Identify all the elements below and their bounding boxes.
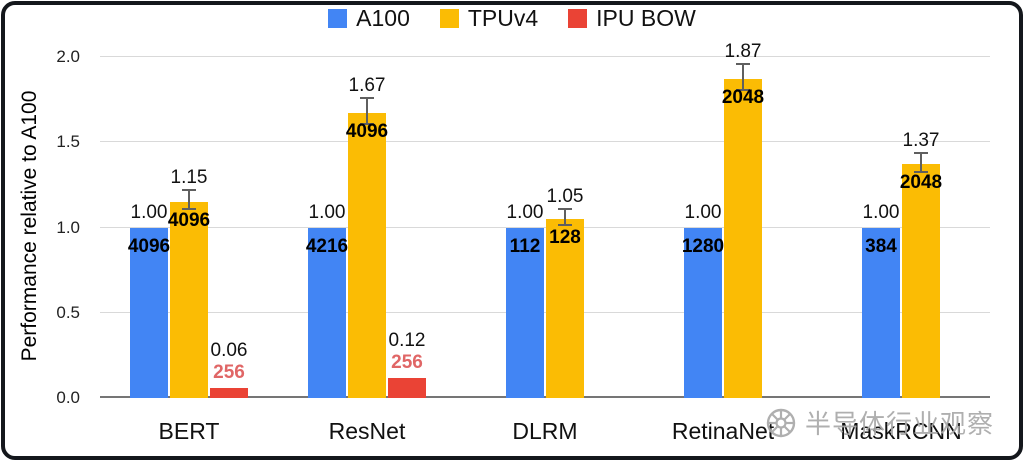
bar-tpuv4-maskrcnn: [902, 164, 940, 398]
watermark-text: 半导体行业观察: [804, 409, 994, 439]
count-label-a100-dlrm: 112: [509, 235, 541, 257]
gridline-1.0: [100, 226, 990, 228]
count-label-tpuv4-resnet: 4096: [345, 121, 389, 143]
value-label-a100-maskrcnn: 1.00: [862, 201, 900, 223]
bar-a100-retinanet: [684, 227, 722, 398]
legend-swatch-tpuv4: [439, 9, 459, 28]
bar-a100-dlrm: [506, 227, 544, 398]
gridline-2.0: [100, 56, 990, 57]
bars-layer: 1.00 4096 1.15 4096 0.06 256 1.00 4216 1.67 4096 0…: [100, 41, 990, 398]
y-axis-tick-labels: 0.0 0.5 1.0 1.5 2.0: [0, 47, 92, 407]
count-label-a100-resnet: 4216: [305, 235, 349, 257]
value-label-a100-bert: 1.00: [130, 201, 168, 223]
value-label-ipu-bow-resnet: 0.12: [388, 329, 426, 351]
count-label-a100-maskrcnn: 384: [865, 235, 897, 257]
legend-label-ipu-bow: IPU BOW: [596, 5, 696, 31]
value-label-tpuv4-retinanet: 1.87: [724, 41, 762, 63]
chart-legend: A100 TPUv4 IPU BOW: [0, 5, 1024, 32]
bar-tpuv4-retinanet: [724, 79, 762, 398]
value-label-tpuv4-bert: 1.15: [170, 167, 208, 189]
count-label-a100-bert: 4096: [127, 235, 171, 257]
count-label-ipu-bow-bert: 256: [213, 361, 245, 383]
value-label-a100-resnet: 1.00: [308, 201, 346, 223]
legend-swatch-a100: [328, 9, 348, 28]
y-tick-label-2.0: 2.0: [56, 47, 80, 66]
y-tick-label-0.5: 0.5: [56, 302, 80, 322]
count-label-tpuv4-maskrcnn: 2048: [899, 172, 943, 194]
gridline-1.5: [100, 141, 990, 143]
bar-group-resnet: 1.00 4216 1.67 4096 0.12 256: [278, 57, 456, 398]
bar-slot-a100-dlrm: 1.00 112: [506, 57, 544, 398]
count-label-ipu-bow-resnet: 256: [391, 351, 423, 373]
bar-group-retinanet: 1.00 1280 1.87 2048: [634, 41, 812, 398]
bar-tpuv4-bert: [170, 201, 208, 398]
bar-tpuv4-resnet: [348, 113, 386, 398]
x-axis-label-bert: BERT: [158, 418, 220, 444]
bar-group-maskrcnn: 1.00 384 1.37 2048: [812, 57, 990, 398]
value-label-tpuv4-maskrcnn: 1.37: [902, 129, 940, 151]
compass-wheel-icon: [765, 407, 797, 439]
value-label-a100-retinanet: 1.00: [684, 201, 722, 223]
x-axis-label-resnet: ResNet: [328, 418, 406, 444]
y-tick-label-1.0: 1.0: [56, 217, 80, 237]
error-bar-tpuv4-retinanet: [736, 63, 750, 92]
gridline-0.5: [100, 311, 990, 313]
count-label-tpuv4-dlrm: 128: [549, 226, 581, 248]
legend-item-tpuv4: TPUv4: [439, 5, 539, 32]
bar-slot-a100-maskrcnn: 1.00 384: [862, 57, 900, 398]
x-axis-labels: BERT ResNet DLRM RetinaNet MaskRCNN: [100, 418, 990, 445]
bar-slot-a100-resnet: 1.00 4216: [305, 57, 349, 398]
legend-label-a100: A100: [356, 5, 410, 31]
bar-ipu-bow-bert: [210, 387, 248, 398]
bar-group-dlrm: 1.00 112 1.05 128: [456, 57, 634, 398]
watermark: 半导体行业观察: [765, 404, 994, 441]
bar-slot-tpuv4-maskrcnn: 1.37 2048: [899, 57, 943, 398]
legend-item-ipu-bow: IPU BOW: [568, 5, 696, 32]
error-bar-tpuv4-resnet: [360, 97, 374, 126]
x-axis-label-dlrm: DLRM: [512, 418, 578, 444]
bar-group-bert: 1.00 4096 1.15 4096 0.06 256: [100, 57, 278, 398]
bar-a100-resnet: [308, 227, 346, 398]
error-bar-tpuv4-dlrm: [558, 208, 572, 226]
bar-slot-ipu-bow-bert: 0.06 256: [210, 57, 248, 398]
value-label-ipu-bow-bert: 0.06: [210, 339, 248, 361]
count-label-a100-retinanet: 1280: [681, 235, 725, 257]
bar-slot-tpuv4-resnet: 1.67 4096: [345, 57, 389, 398]
plot-area: 1.00 4096 1.15 4096 0.06 256 1.00 4216 1.67 4096 0…: [100, 41, 990, 398]
error-bar-tpuv4-maskrcnn: [914, 151, 928, 173]
bar-slot-a100-retinanet: 1.00 1280: [681, 57, 725, 398]
legend-label-tpuv4: TPUv4: [467, 5, 539, 31]
value-label-tpuv4-dlrm: 1.05: [546, 186, 584, 208]
gridline-0.0: [100, 396, 990, 398]
value-label-a100-dlrm: 1.00: [506, 201, 544, 223]
bar-a100-maskrcnn: [862, 227, 900, 398]
error-bar-tpuv4-bert: [182, 189, 196, 211]
count-label-tpuv4-bert: 4096: [167, 209, 211, 231]
bar-ipu-bow-resnet: [388, 377, 426, 398]
bar-a100-bert: [130, 227, 168, 398]
y-tick-label-1.5: 1.5: [56, 132, 80, 152]
value-label-tpuv4-resnet: 1.67: [348, 75, 386, 97]
bar-slot-tpuv4-dlrm: 1.05 128: [546, 57, 584, 398]
bar-slot-ipu-bow-resnet: 0.12 256: [388, 57, 426, 398]
legend-swatch-ipu-bow: [568, 9, 588, 28]
count-label-tpuv4-retinanet: 2048: [721, 87, 765, 109]
y-tick-label-0.0: 0.0: [56, 388, 80, 407]
bar-slot-tpuv4-retinanet: 1.87 2048: [721, 41, 765, 398]
x-axis-label-retinanet: RetinaNet: [671, 418, 775, 444]
bar-slot-tpuv4-bert: 1.15 4096: [167, 57, 211, 398]
x-axis-label-maskrcnn: MaskRCNN: [840, 418, 962, 444]
legend-item-a100: A100: [328, 5, 410, 32]
bar-tpuv4-dlrm: [546, 218, 584, 398]
bar-slot-a100-bert: 1.00 4096: [127, 57, 171, 398]
